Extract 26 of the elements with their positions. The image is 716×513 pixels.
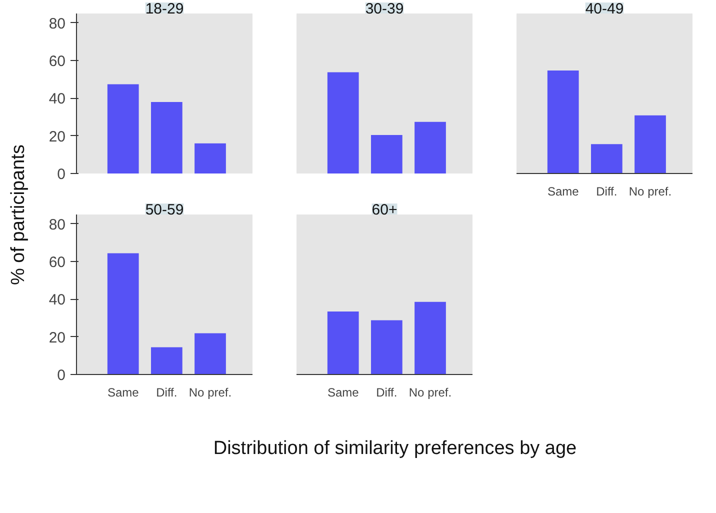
y-tick-label: 0 [57,367,66,384]
y-tick-label: 80 [48,216,66,234]
y-tick-label: 20 [48,329,66,346]
x-tick-label: Same [107,386,140,400]
chart-title: 60+ [372,202,398,218]
y-axis-title: % of participants [7,144,30,286]
x-tick-label: Same [327,386,360,400]
x-tick-label: No pref. [408,386,452,400]
chart-title: 40-49 [585,0,624,18]
y-tick-label: 60 [48,254,66,272]
y-tick-label: 40 [48,292,66,309]
x-tick-label: Same [547,184,580,198]
x-tick-label: No pref. [188,386,232,400]
x-tick-label: Diff. [376,386,398,400]
y-tick-label: 60 [48,53,66,70]
y-tick-label: 20 [48,128,66,146]
y-tick-label: 80 [48,15,66,32]
x-axis-title: Distribution of similarity preferences by age [213,437,577,461]
chart-title: 50-59 [145,202,184,218]
chart-title: 18-29 [145,0,184,18]
chart-title: 30-39 [365,0,404,18]
x-tick-label: Diff. [596,184,618,198]
x-tick-label: No pref. [628,184,672,198]
x-tick-label: Diff. [156,386,178,400]
y-tick-label: 0 [57,166,66,183]
y-tick-label: 40 [48,90,66,108]
